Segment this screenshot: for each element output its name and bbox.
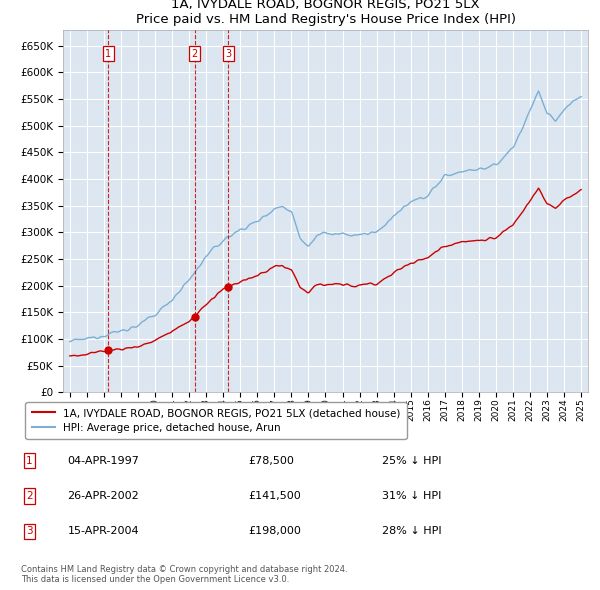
Text: 04-APR-1997: 04-APR-1997 — [67, 455, 139, 466]
Text: £141,500: £141,500 — [248, 491, 301, 501]
Legend: 1A, IVYDALE ROAD, BOGNOR REGIS, PO21 5LX (detached house), HPI: Average price, d: 1A, IVYDALE ROAD, BOGNOR REGIS, PO21 5LX… — [25, 402, 407, 439]
Text: 15-APR-2004: 15-APR-2004 — [67, 526, 139, 536]
Text: 3: 3 — [225, 48, 231, 58]
Title: 1A, IVYDALE ROAD, BOGNOR REGIS, PO21 5LX
Price paid vs. HM Land Registry's House: 1A, IVYDALE ROAD, BOGNOR REGIS, PO21 5LX… — [136, 0, 515, 25]
Text: 3: 3 — [26, 526, 33, 536]
Text: £78,500: £78,500 — [248, 455, 293, 466]
Text: 1: 1 — [26, 455, 33, 466]
Text: 31% ↓ HPI: 31% ↓ HPI — [382, 491, 441, 501]
Text: 2: 2 — [191, 48, 198, 58]
Text: 25% ↓ HPI: 25% ↓ HPI — [382, 455, 441, 466]
Text: £198,000: £198,000 — [248, 526, 301, 536]
Text: 1: 1 — [105, 48, 111, 58]
Text: 28% ↓ HPI: 28% ↓ HPI — [382, 526, 441, 536]
Text: Contains HM Land Registry data © Crown copyright and database right 2024.
This d: Contains HM Land Registry data © Crown c… — [21, 565, 347, 584]
Text: 2: 2 — [26, 491, 33, 501]
Text: 26-APR-2002: 26-APR-2002 — [67, 491, 139, 501]
